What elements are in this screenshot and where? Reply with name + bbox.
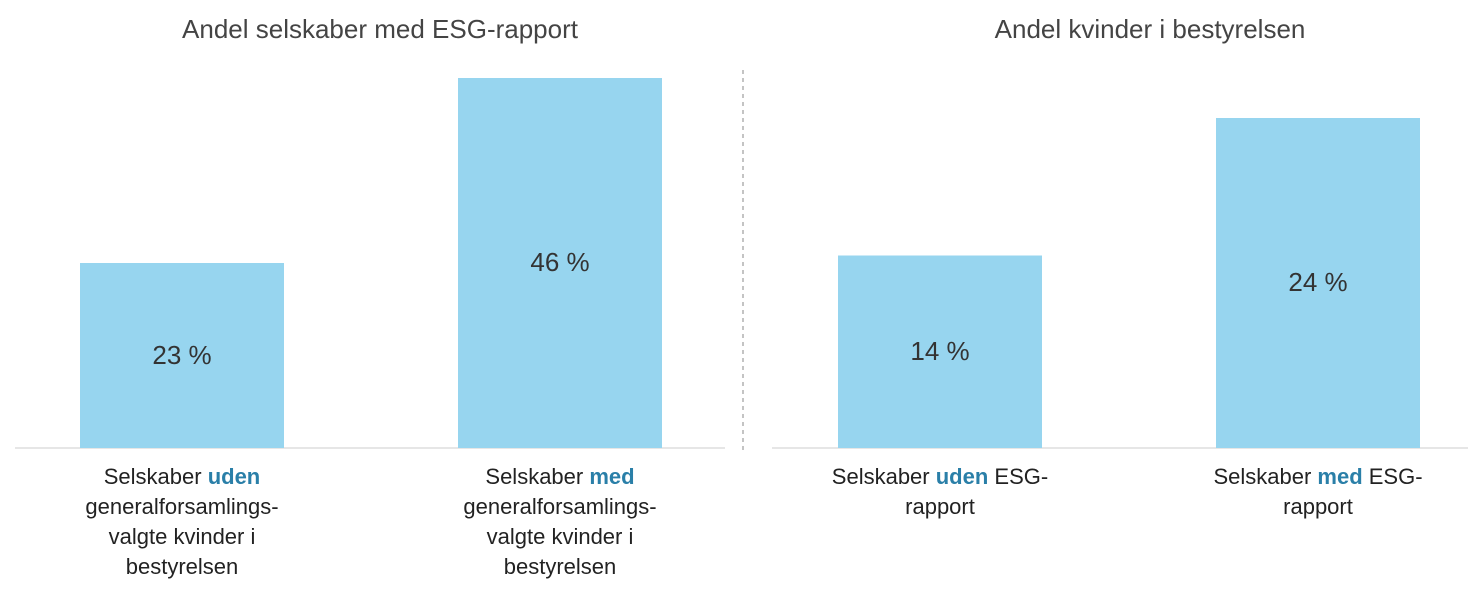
chart-title: Andel kvinder i bestyrelsen xyxy=(994,14,1306,44)
bar xyxy=(1216,118,1420,448)
category-label: Selskaber med ESG-rapport xyxy=(1213,464,1423,519)
value-label: 14 % xyxy=(910,335,970,366)
bar xyxy=(80,263,284,448)
value-label: 23 % xyxy=(152,339,212,370)
bar xyxy=(838,255,1042,448)
category-label: Selskaber uden generalforsamlings-valgte… xyxy=(85,464,279,579)
chart-title: Andel selskaber med ESG-rapport xyxy=(182,14,578,44)
value-label: 24 % xyxy=(1288,267,1348,297)
bar xyxy=(458,78,662,448)
category-label: Selskaber med generalforsamlings-valgte … xyxy=(463,464,657,579)
value-label: 46 % xyxy=(530,247,590,277)
category-label: Selskaber uden ESG-rapport xyxy=(831,464,1049,519)
